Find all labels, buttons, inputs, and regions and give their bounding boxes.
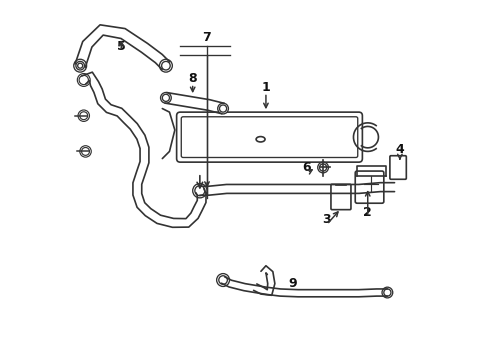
Circle shape <box>80 146 91 157</box>
Circle shape <box>81 148 89 156</box>
Circle shape <box>219 105 226 112</box>
Text: 3: 3 <box>322 213 330 226</box>
Circle shape <box>317 162 328 173</box>
Circle shape <box>383 289 390 296</box>
Text: 7: 7 <box>202 31 211 44</box>
Ellipse shape <box>256 136 264 142</box>
Circle shape <box>160 93 171 103</box>
Circle shape <box>76 62 84 70</box>
FancyBboxPatch shape <box>330 184 350 210</box>
Circle shape <box>74 59 86 72</box>
Circle shape <box>79 75 88 85</box>
Circle shape <box>162 94 169 102</box>
FancyBboxPatch shape <box>354 171 383 203</box>
Text: 9: 9 <box>288 277 296 290</box>
FancyBboxPatch shape <box>389 156 406 179</box>
Circle shape <box>319 164 326 171</box>
Circle shape <box>162 62 170 70</box>
Text: 5: 5 <box>117 40 125 53</box>
Circle shape <box>78 110 89 121</box>
Circle shape <box>194 186 204 196</box>
Circle shape <box>78 63 82 68</box>
Circle shape <box>192 184 206 198</box>
Circle shape <box>77 73 90 86</box>
Text: 8: 8 <box>188 72 197 85</box>
Text: 6: 6 <box>302 161 311 174</box>
Circle shape <box>80 112 87 120</box>
FancyBboxPatch shape <box>176 112 362 162</box>
Text: 4: 4 <box>395 143 404 156</box>
Circle shape <box>159 59 172 72</box>
Text: 2: 2 <box>363 206 371 219</box>
FancyBboxPatch shape <box>181 117 357 157</box>
Circle shape <box>381 287 392 298</box>
Text: 1: 1 <box>261 81 270 94</box>
Circle shape <box>216 274 229 287</box>
Circle shape <box>217 103 228 114</box>
Circle shape <box>218 276 227 284</box>
